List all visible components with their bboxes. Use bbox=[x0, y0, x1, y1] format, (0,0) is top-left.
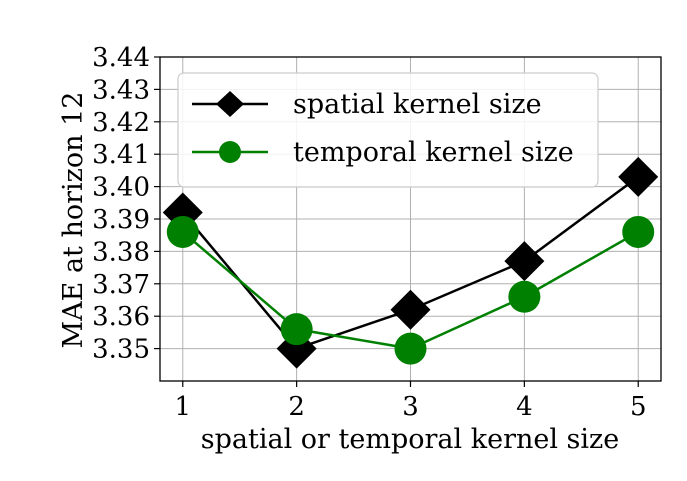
data-point bbox=[390, 289, 431, 330]
data-point bbox=[504, 241, 545, 282]
data-point bbox=[394, 332, 427, 365]
y-axis-ticks: 3.353.363.373.383.393.403.413.423.433.44 bbox=[92, 43, 160, 365]
series-temporal bbox=[166, 215, 655, 365]
y-tick-label: 3.43 bbox=[92, 75, 150, 105]
legend: spatial kernel size temporal kernel size bbox=[177, 72, 599, 188]
x-tick-label: 2 bbox=[288, 392, 305, 422]
y-tick-label: 3.39 bbox=[92, 205, 150, 235]
legend-marker-temporal bbox=[219, 141, 241, 163]
x-tick-label: 3 bbox=[402, 392, 419, 422]
x-axis-ticks: 1 2 3 4 5 bbox=[174, 381, 647, 422]
series-layer bbox=[162, 156, 659, 369]
y-tick-label: 3.35 bbox=[92, 335, 150, 365]
x-tick-label: 1 bbox=[174, 392, 191, 422]
legend-label-spatial: spatial kernel size bbox=[293, 89, 542, 120]
y-tick-label: 3.38 bbox=[92, 237, 150, 267]
legend-label-temporal: temporal kernel size bbox=[293, 137, 574, 168]
x-tick-label: 5 bbox=[630, 392, 647, 422]
x-tick-label: 4 bbox=[516, 392, 533, 422]
plot-frame bbox=[159, 56, 662, 382]
data-point bbox=[508, 280, 541, 313]
y-tick-label: 3.42 bbox=[92, 108, 150, 138]
y-tick-label: 3.44 bbox=[92, 43, 150, 73]
data-point bbox=[280, 313, 313, 346]
y-tick-label: 3.40 bbox=[92, 173, 150, 203]
data-point bbox=[166, 215, 199, 248]
x-axis-label: spatial or temporal kernel size bbox=[201, 424, 620, 455]
y-tick-label: 3.41 bbox=[92, 140, 150, 170]
legend-box bbox=[177, 72, 599, 188]
data-point bbox=[622, 215, 655, 248]
y-tick-label: 3.37 bbox=[92, 270, 150, 300]
y-tick-label: 3.36 bbox=[92, 302, 150, 332]
data-point bbox=[618, 156, 659, 197]
y-axis-label: MAE at horizon 12 bbox=[58, 92, 89, 349]
legend-marker-spatial bbox=[216, 91, 244, 117]
